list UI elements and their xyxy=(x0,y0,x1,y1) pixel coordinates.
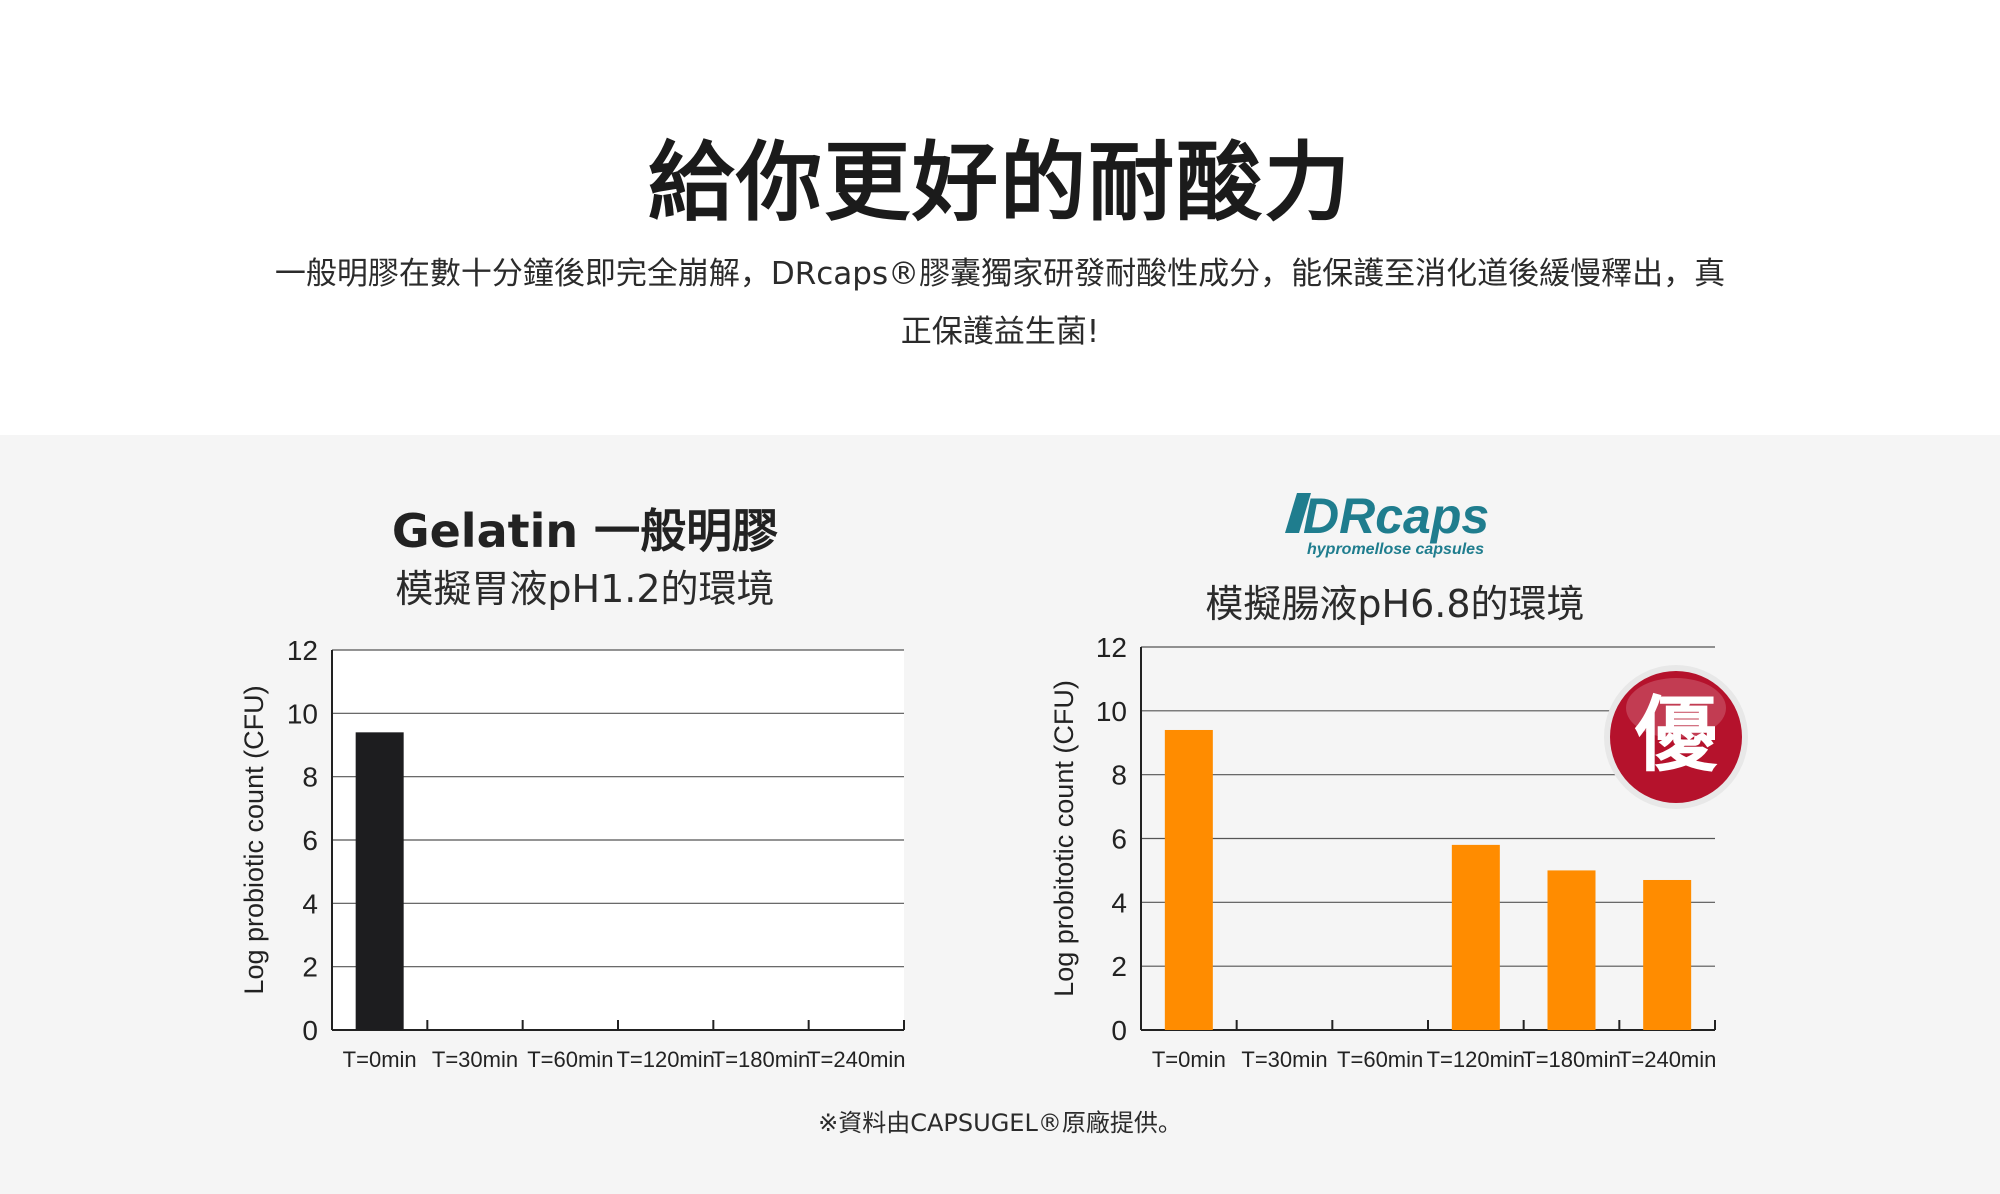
gelatin-chart: 0 2 4 6 8 10 12 T=0min T=30min T=60min T=120minT=1… xyxy=(239,635,906,1072)
drcaps-x-tick-label: T=60min xyxy=(1337,1047,1423,1072)
drcaps-logo: DRcaps hypromellose capsules xyxy=(1285,488,1489,558)
badge-label: 優 xyxy=(1634,688,1718,783)
drcaps-x-tick-label: T=30min xyxy=(1241,1047,1327,1072)
drcaps-x-tick-label: T=120min xyxy=(1427,1047,1525,1072)
footnote: ※資料由CAPSUGEL®原廠提供。 xyxy=(818,1109,1182,1137)
gelatin-x-tick-label: T=60min xyxy=(527,1047,613,1072)
superior-badge: 優 xyxy=(1604,665,1748,809)
badge-highlight xyxy=(1626,678,1726,738)
gelatin-y-tick-label: 2 xyxy=(302,952,318,983)
drcaps-y-tick-label: 12 xyxy=(1096,632,1127,663)
drcaps-bar-T-180min xyxy=(1547,870,1596,1030)
gelatin-title: Gelatin 一般明膠 xyxy=(391,504,779,558)
gelatin-bar-T-0min xyxy=(355,732,404,1030)
badge-circle xyxy=(1610,671,1742,803)
gelatin-y-tick-label: 4 xyxy=(302,888,318,919)
logo-wordmark: DRcaps xyxy=(1303,488,1489,544)
drcaps-subtitle: 模擬腸液pH6.8的環境 xyxy=(1205,582,1585,626)
drcaps-y-tick-label: 4 xyxy=(1111,887,1127,918)
drcaps-y-tick-label: 6 xyxy=(1111,824,1127,855)
drcaps-y-tick-label: 2 xyxy=(1111,951,1127,982)
drcaps-chart: 0 2 4 6 8 10 12 T=0min T=30min T=60min T=120minT=1… xyxy=(1049,632,1716,1072)
logo-tagline: hypromellose capsules xyxy=(1307,541,1484,558)
intro-line-2: 正保護益生菌! xyxy=(900,314,1100,350)
gelatin-x-tick-label: T=30min xyxy=(432,1047,518,1072)
gelatin-y-tick-label: 10 xyxy=(287,698,318,729)
gelatin-y-tick-label: 6 xyxy=(302,825,318,856)
drcaps-bar-T-0min xyxy=(1164,729,1213,1030)
drcaps-bar-T-120min xyxy=(1451,844,1500,1030)
drcaps-x-tick-label: T=180min xyxy=(1522,1047,1620,1072)
drcaps-y-tick-label: 8 xyxy=(1111,760,1127,791)
page-title: 給你更好的耐酸力 xyxy=(648,133,1352,233)
drcaps-bar-T-240min xyxy=(1643,879,1692,1030)
logo-capsule-icon xyxy=(1285,493,1311,533)
gelatin-y-axis-label: Log probiotic count (CFU) xyxy=(239,685,269,994)
gelatin-x-tick-label: T=0min xyxy=(343,1047,417,1072)
gelatin-y-tick-label: 0 xyxy=(302,1015,318,1046)
gelatin-x-tick-label: T=120min xyxy=(616,1047,714,1072)
drcaps-y-axis-label: Log probitotic count (CFU) xyxy=(1049,680,1079,997)
gelatin-x-tick-label: T=240min xyxy=(807,1047,905,1072)
gelatin-x-tick-label: T=180min xyxy=(712,1047,810,1072)
gelatin-y-tick-label: 12 xyxy=(287,635,318,666)
drcaps-y-tick-label: 0 xyxy=(1111,1015,1127,1046)
intro-line-1: 一般明膠在數十分鐘後即完全崩解，DRcaps®膠囊獨家研發耐酸性成分，能保護至消… xyxy=(274,256,1726,292)
header-section: 給你更好的耐酸力 一般明膠在數十分鐘後即完全崩解，DRcaps®膠囊獨家研發耐酸… xyxy=(0,0,2000,435)
drcaps-x-tick-label: T=0min xyxy=(1152,1047,1226,1072)
gelatin-subtitle: 模擬胃液pH1.2的環境 xyxy=(395,567,775,611)
gelatin-y-tick-label: 8 xyxy=(302,762,318,793)
drcaps-x-tick-label: T=240min xyxy=(1618,1047,1716,1072)
drcaps-y-tick-label: 10 xyxy=(1096,696,1127,727)
intro-text: 一般明膠在數十分鐘後即完全崩解，DRcaps®膠囊獨家研發耐酸性成分，能保護至消… xyxy=(200,245,1800,361)
